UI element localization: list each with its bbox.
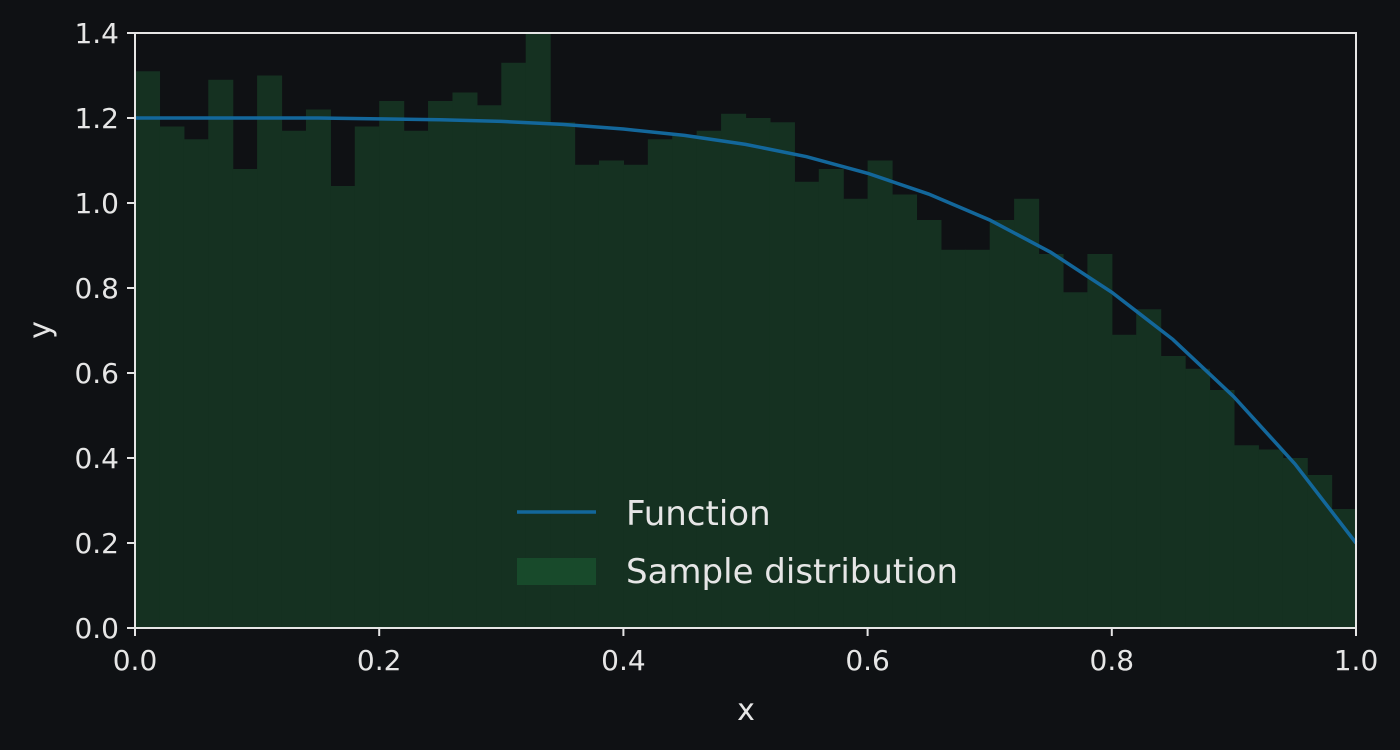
- x-tick-label: 0.4: [601, 644, 646, 677]
- histogram-bar: [598, 160, 624, 628]
- histogram-bar: [257, 75, 283, 628]
- histogram-bar: [403, 130, 429, 628]
- histogram-bar: [745, 118, 771, 628]
- histogram-bar: [452, 92, 478, 628]
- histogram-bar: [721, 113, 747, 628]
- histogram-bar: [232, 169, 258, 628]
- histogram-bar: [1233, 445, 1259, 628]
- y-tick-label: 0.8: [74, 272, 119, 305]
- histogram-bar: [1014, 198, 1040, 628]
- y-tick-label: 1.4: [74, 17, 119, 50]
- y-tick-label: 1.0: [74, 187, 119, 220]
- x-axis-label: x: [737, 693, 755, 728]
- histogram-bar: [1185, 368, 1211, 628]
- histogram-bar: [1087, 254, 1113, 628]
- histogram-bar: [1160, 356, 1186, 628]
- histogram-bar: [1038, 254, 1064, 628]
- histogram-bars: [135, 33, 1357, 628]
- histogram-bar: [354, 126, 380, 628]
- histogram-bar: [989, 220, 1015, 628]
- y-axis-ticks: 0.0 0.2 0.4 0.6 0.8 1.0 1.2 1.4: [74, 17, 135, 645]
- histogram-bar: [867, 160, 893, 628]
- histogram-bar: [1307, 475, 1333, 628]
- x-tick-label: 0.0: [113, 644, 158, 677]
- legend-label-sample-distribution: Sample distribution: [626, 552, 958, 592]
- y-tick-label: 0.6: [74, 357, 119, 390]
- histogram-bar: [476, 105, 502, 628]
- histogram-bar: [1136, 309, 1162, 628]
- histogram-bar: [330, 186, 356, 628]
- histogram-bar: [940, 249, 966, 628]
- y-axis-label: y: [23, 321, 58, 339]
- plot-frame: [134, 32, 1357, 629]
- y-tick-label: 0.4: [74, 442, 119, 475]
- histogram-bar: [281, 130, 307, 628]
- y-tick-label: 0.2: [74, 527, 119, 560]
- histogram-bar: [550, 122, 576, 628]
- y-tick-label: 0.0: [74, 612, 119, 645]
- histogram-bar: [843, 198, 869, 628]
- histogram-bar: [159, 126, 185, 628]
- histogram-bar: [1209, 390, 1235, 628]
- histogram-bar: [183, 139, 209, 628]
- histogram-bar: [379, 101, 405, 628]
- histogram-bar: [135, 71, 161, 628]
- histogram-bar: [208, 79, 234, 628]
- histogram-bar: [428, 101, 454, 628]
- histogram-bar: [1258, 449, 1284, 628]
- histogram-bar: [794, 181, 820, 628]
- legend: Function Sample distribution: [517, 494, 958, 592]
- histogram-bar: [525, 33, 551, 628]
- x-tick-label: 1.0: [1334, 644, 1379, 677]
- histogram-bar: [501, 62, 527, 628]
- histogram-bar: [965, 249, 991, 628]
- histogram-bar: [892, 194, 918, 628]
- y-tick-label: 1.2: [74, 102, 119, 135]
- legend-label-function: Function: [626, 494, 771, 534]
- histogram-bar: [1282, 458, 1308, 628]
- histogram-bar: [1111, 334, 1137, 628]
- histogram-bar: [818, 169, 844, 628]
- histogram-bar: [769, 122, 795, 628]
- histogram-bar: [672, 135, 698, 628]
- function-line: [135, 116, 1358, 545]
- x-tick-label: 0.2: [357, 644, 402, 677]
- x-tick-label: 0.6: [845, 644, 890, 677]
- histogram-bar: [574, 164, 600, 628]
- legend-patch-swatch: [517, 558, 596, 585]
- histogram-bar: [305, 109, 331, 628]
- x-tick-label: 0.8: [1090, 644, 1135, 677]
- histogram-bar: [647, 139, 673, 628]
- histogram-bar: [623, 164, 649, 628]
- x-axis-ticks: 0.0 0.2 0.4 0.6 0.8 1.0: [113, 628, 1379, 677]
- histogram-bar: [696, 130, 722, 628]
- histogram-bar: [1062, 292, 1088, 628]
- histogram-bar: [916, 220, 942, 628]
